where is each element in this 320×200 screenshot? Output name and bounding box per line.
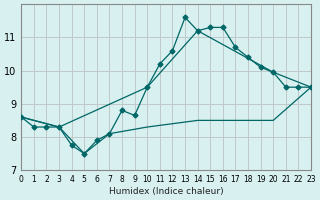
X-axis label: Humidex (Indice chaleur): Humidex (Indice chaleur) [109,187,223,196]
